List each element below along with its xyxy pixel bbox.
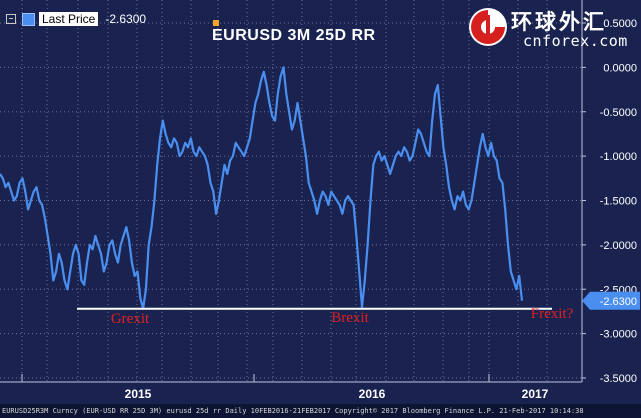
series-swatch-icon (22, 12, 35, 26)
grid (0, 0, 582, 382)
series-line (0, 66, 524, 310)
y-tick-label: -0.5000 (600, 107, 637, 119)
watermark-text: 环球外汇 (511, 10, 607, 34)
annotation-label: Grexit (111, 311, 150, 327)
y-tick-label: -1.5000 (600, 196, 637, 208)
series-group (0, 66, 524, 310)
y-tick-label: -3.0000 (600, 329, 637, 341)
y-tick-label: 0.5000 (603, 18, 637, 30)
watermark-domain: cnforex.com (523, 32, 628, 50)
x-tick-label: 2017 (522, 387, 549, 401)
y-tick-label: -2.0000 (600, 240, 637, 252)
annotation-label: Frexit? (531, 306, 574, 322)
y-axis: 0.5000 0.0000 -0.5000 -1.0000 -1.5000 -2.0000… (581, 0, 637, 385)
collapse-box-icon[interactable] (6, 14, 16, 24)
current-value-badge: -2.6300 (582, 291, 640, 310)
y-tick-label: 0.0000 (603, 62, 637, 74)
legend-label: Last Price (39, 12, 99, 26)
current-value-badge-shape (582, 291, 640, 310)
annotations: Grexit Brexit Frexit? (111, 306, 574, 327)
footer-text: EURUSD25R3M Curncy (EUR-USD RR 25D 3M) e… (2, 407, 584, 415)
x-axis: 2015 2016 2017 (0, 374, 582, 401)
chart-title: EURUSD 3M 25D RR (212, 27, 376, 44)
watermark-logo-icon (469, 8, 507, 46)
watermark: 环球外汇 cnforex.com (465, 4, 635, 52)
y-tick-label: -3.5000 (600, 373, 637, 385)
annotation-label: Brexit (331, 310, 369, 326)
legend[interactable]: Last Price -2.6300 (6, 12, 146, 26)
title-marker-icon (213, 20, 219, 26)
x-tick-label: 2015 (125, 387, 152, 401)
current-value-label: -2.6300 (600, 296, 637, 308)
x-tick-label: 2016 (359, 387, 386, 401)
footer-bar: EURUSD25R3M Curncy (EUR-USD RR 25D 3M) e… (0, 404, 641, 418)
y-tick-label: -1.0000 (600, 151, 637, 163)
legend-value: -2.6300 (105, 12, 147, 26)
